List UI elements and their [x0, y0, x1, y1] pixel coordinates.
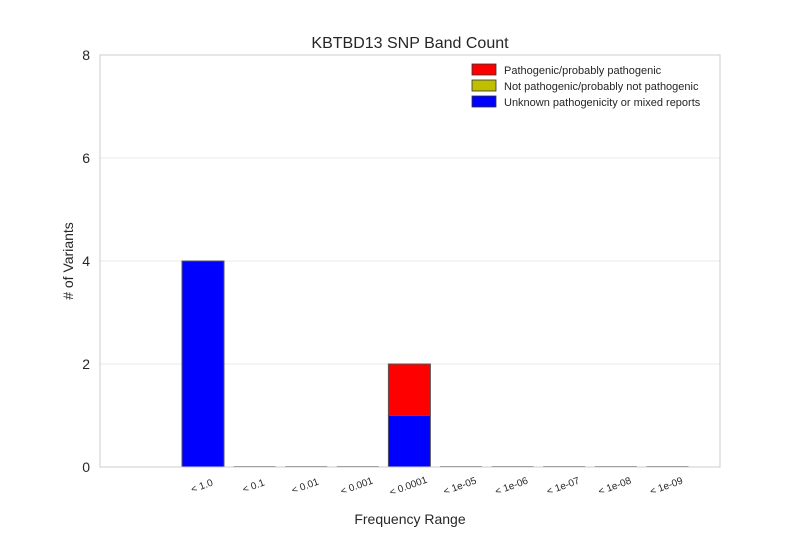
plot-frame	[99, 54, 721, 468]
legend-swatch	[471, 79, 497, 92]
legend-entry: Pathogenic/probably pathogenic	[504, 65, 662, 77]
x-tick-labels: < 1.0 < 0.1 < 0.01 < 0.001 < 0.0001 < 1e-05 < …	[190, 475, 685, 499]
bar-unknown	[181, 260, 225, 468]
x-tick-label: < 1e-06	[494, 475, 530, 497]
x-axis-label: Frequency Range	[354, 511, 466, 527]
x-tick-label: < 1e-05	[442, 475, 478, 497]
y-tick-label: 8	[82, 47, 90, 63]
x-tick-label: < 0.01	[290, 477, 321, 497]
legend: Pathogenic/probably pathogenic Not pathog…	[471, 63, 701, 109]
bar-pathogenic	[387, 363, 431, 416]
x-tick-label: < 0.0001	[388, 475, 429, 499]
x-tick-label: < 1.0	[190, 477, 215, 495]
y-tick-label: 0	[82, 459, 90, 475]
x-tick-label: < 1e-08	[597, 475, 633, 497]
x-tick-label: < 1e-07	[545, 475, 581, 497]
bar-unknown	[387, 415, 431, 468]
legend-entry: Not pathogenic/probably not pathogenic	[504, 81, 699, 93]
y-tick-label: 4	[82, 253, 90, 269]
legend-entry: Unknown pathogenicity or mixed reports	[504, 97, 701, 109]
y-tick-label: 6	[82, 150, 90, 166]
x-tick-label: < 0.1	[241, 477, 266, 495]
legend-swatch	[471, 63, 497, 76]
legend-swatch	[471, 95, 497, 108]
y-axis-label: # of Variants	[60, 222, 76, 300]
x-tick-label: < 1e-09	[649, 475, 685, 497]
x-tick-label: < 0.001	[339, 476, 375, 498]
y-tick-labels: 0 2 4 6 8	[82, 47, 90, 475]
chart-title: KBTBD13 SNP Band Count	[311, 35, 509, 52]
y-tick-label: 2	[82, 356, 90, 372]
